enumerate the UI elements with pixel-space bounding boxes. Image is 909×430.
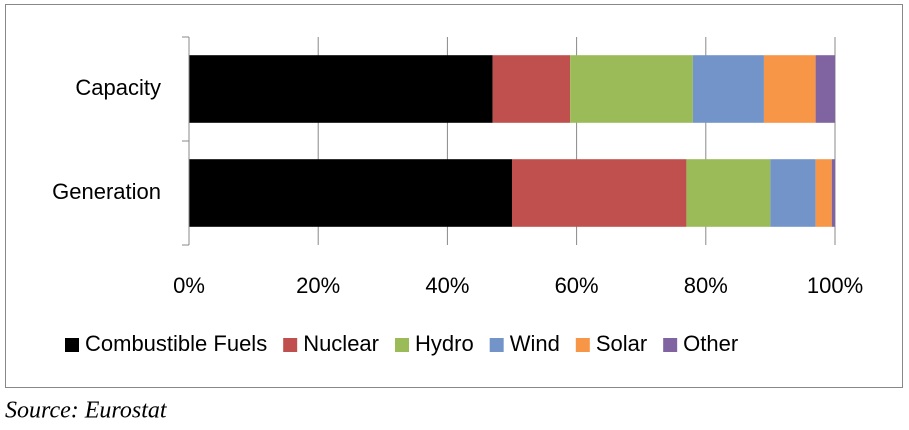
bar-segment	[831, 159, 835, 227]
labels: 0% 20% 40% 60% 80% 100% Capacity Generation	[52, 75, 863, 298]
source: Source: Eurostat	[5, 398, 168, 424]
x-tick-label: 0%	[173, 273, 205, 298]
x-tick-label: 20%	[296, 273, 340, 298]
legend-label: Hydro	[415, 331, 474, 356]
legend-swatch	[65, 338, 79, 352]
bar-segment	[770, 159, 816, 227]
bar-segment	[189, 55, 493, 123]
legend-swatch	[575, 338, 590, 352]
legend-label: Nuclear	[303, 331, 379, 356]
legend: Combustible Fuels Nuclear Hydro Wind Solar Ot…	[65, 331, 738, 356]
bar-segment	[492, 55, 571, 123]
legend-label: Combustible Fuels	[85, 331, 267, 356]
legend-swatch	[663, 338, 678, 352]
legend-swatch	[283, 338, 298, 352]
bar-segment	[512, 159, 687, 227]
bar-segment	[815, 55, 835, 123]
legend-label: Solar	[596, 331, 647, 356]
x-tick-label: 40%	[425, 273, 469, 298]
bar-segment	[692, 55, 764, 123]
bars	[189, 55, 835, 227]
legend-swatch	[395, 338, 409, 352]
x-tick-label: 60%	[555, 273, 599, 298]
y-tick-label: Generation	[52, 179, 161, 204]
bar-segment	[570, 55, 693, 123]
y-tick-label: Capacity	[75, 75, 161, 100]
bar-segment	[815, 159, 832, 227]
legend-label: Wind	[510, 331, 560, 356]
bar-segment	[763, 55, 816, 123]
legend-label: Other	[683, 331, 738, 356]
legend-swatch	[489, 338, 504, 352]
x-tick-label: 80%	[684, 273, 728, 298]
x-tick-label: 100%	[807, 273, 863, 298]
bar-segment	[686, 159, 771, 227]
bar-segment	[189, 159, 512, 227]
